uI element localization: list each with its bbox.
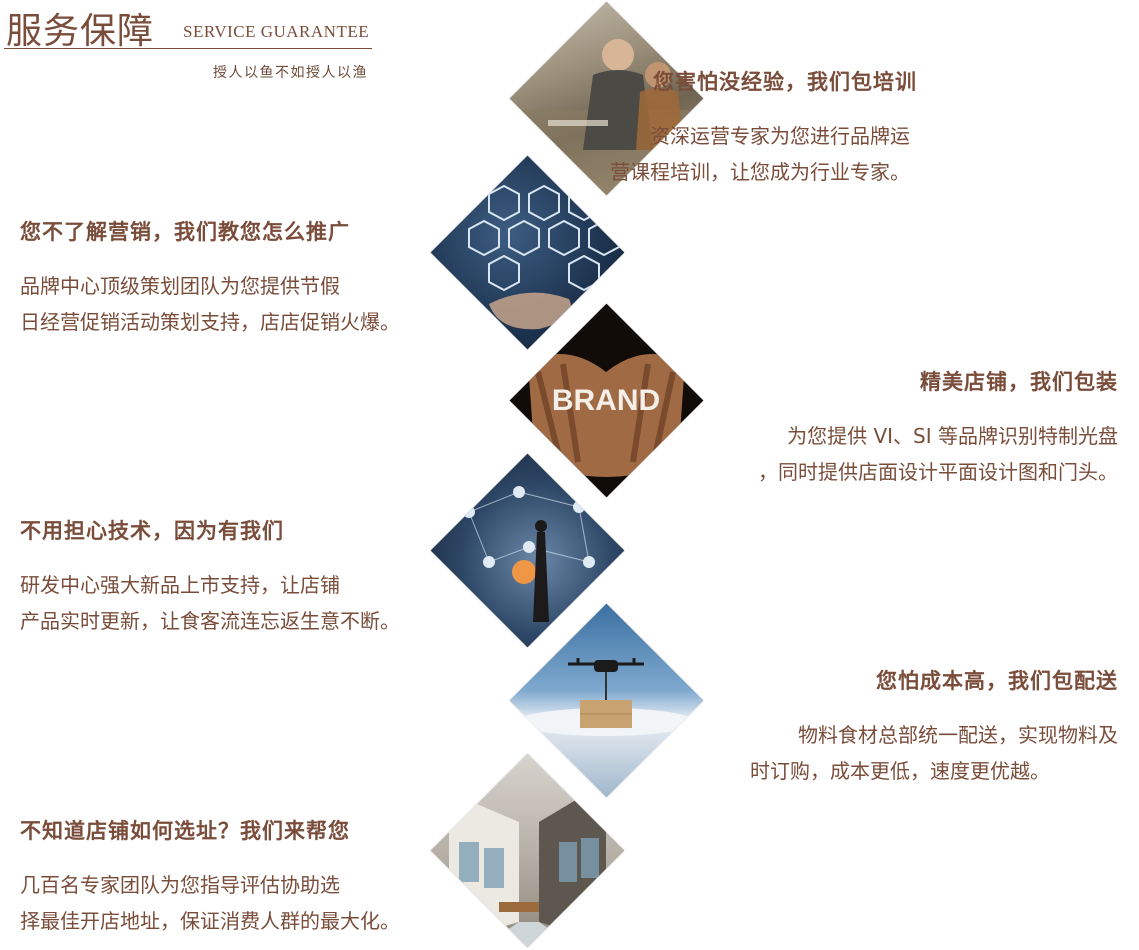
delivery-image <box>509 603 704 798</box>
service-item-marketing: 您不了解营销，我们教您怎么推广 品牌中心顶级策划团队为您提供节假 日经营促销活动… <box>20 216 440 340</box>
section-title-english: SERVICE GUARANTEE <box>183 22 370 41</box>
drone-icon <box>516 658 696 736</box>
description-line: 几百名专家团队为您指导评估协助选 <box>20 873 340 897</box>
technology-network-icon <box>463 486 595 622</box>
service-description: 品牌中心顶级策划团队为您提供节假 日经营促销活动策划支持，店店促销火爆。 <box>20 268 440 340</box>
service-heading: 您怕成本高，我们包配送 <box>876 669 1118 693</box>
service-description: 几百名专家团队为您指导评估协助选 择最佳开店地址，保证消费人群的最大化。 <box>20 867 440 939</box>
service-heading: 不知道店铺如何选址？我们来帮您 <box>20 819 350 843</box>
brand-image: BRAND <box>509 303 704 498</box>
description-line: 时订购，成本更低，速度更优越。 <box>750 759 1050 783</box>
brand-image-text: BRAND <box>552 384 660 417</box>
service-item-delivery: 您怕成本高，我们包配送 物料食材总部统一配送，实现物料及 时订购，成本更低，速度… <box>698 665 1118 789</box>
section-title: 服务保障 <box>6 11 155 52</box>
service-description: 物料食材总部统一配送，实现物料及 时订购，成本更低，速度更优越。 <box>698 717 1118 789</box>
brand-hands-icon: BRAND <box>528 354 685 477</box>
description-line: 日经营促销活动策划支持，店店促销火爆。 <box>20 310 400 334</box>
technology-image <box>430 453 625 648</box>
service-heading: 您不了解营销，我们教您怎么推广 <box>20 220 350 244</box>
description-line: 研发中心强大新品上市支持，让店铺 <box>20 573 340 597</box>
service-description: 资深运营专家为您进行品牌运 营课程培训，让您成为行业专家。 <box>600 118 1020 190</box>
service-item-technology: 不用担心技术，因为有我们 研发中心强大新品上市支持，让店铺 产品实时更新，让食客… <box>20 515 440 639</box>
description-line: 为您提供 VI、SI 等品牌识别特制光盘 <box>787 424 1118 448</box>
service-heading: 不用担心技术，因为有我们 <box>20 519 284 543</box>
title-underline <box>4 48 372 49</box>
description-line: 物料食材总部统一配送，实现物料及 <box>798 723 1118 747</box>
section-header: 服务保障 SERVICE GUARANTEE 授人以鱼不如授人以渔 <box>4 0 374 90</box>
description-line: ，同时提供店面设计平面设计图和门头。 <box>758 460 1118 484</box>
description-line: 品牌中心顶级策划团队为您提供节假 <box>20 274 340 298</box>
service-item-training: 您害怕没经验，我们包培训 资深运营专家为您进行品牌运 营课程培训，让您成为行业专… <box>600 66 1020 190</box>
description-line: 择最佳开店地址，保证消费人群的最大化。 <box>20 909 400 933</box>
description-line: 资深运营专家为您进行品牌运 <box>650 124 910 148</box>
description-line: 产品实时更新，让食客流连忘返生意不断。 <box>20 609 400 633</box>
description-line: 营课程培训，让您成为行业专家。 <box>610 160 910 184</box>
section-subtitle: 授人以鱼不如授人以渔 <box>213 65 368 81</box>
service-description: 研发中心强大新品上市支持，让店铺 产品实时更新，让食客流连忘返生意不断。 <box>20 567 440 639</box>
service-item-store-design: 精美店铺，我们包装 为您提供 VI、SI 等品牌识别特制光盘 ，同时提供店面设计… <box>698 366 1118 490</box>
service-heading: 您害怕没经验，我们包培训 <box>653 70 917 94</box>
service-item-location: 不知道店铺如何选址？我们来帮您 几百名专家团队为您指导评估协助选 择最佳开店地址… <box>20 815 440 939</box>
service-description: 为您提供 VI、SI 等品牌识别特制光盘 ，同时提供店面设计平面设计图和门头。 <box>698 418 1118 490</box>
service-heading: 精美店铺，我们包装 <box>920 370 1118 394</box>
